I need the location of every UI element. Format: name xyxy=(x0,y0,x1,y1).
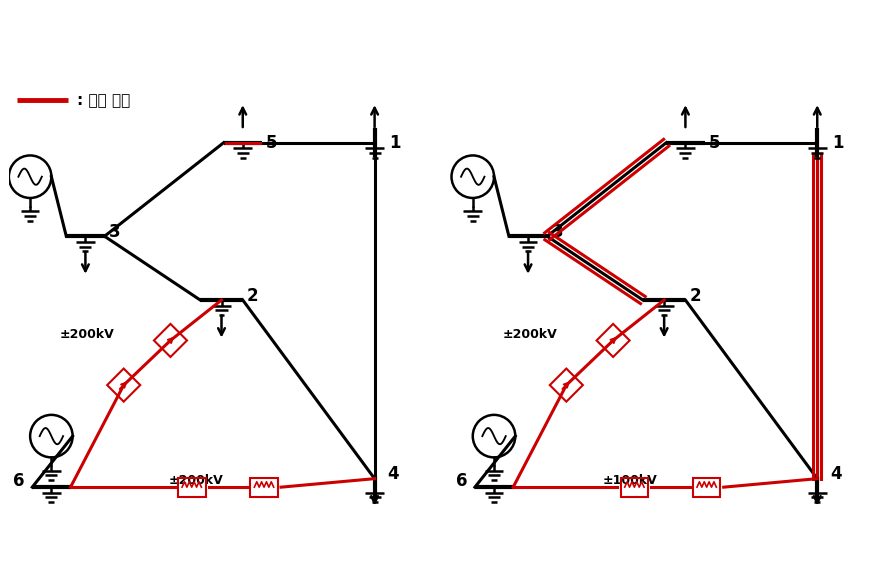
Text: 1: 1 xyxy=(832,134,843,152)
Text: 4: 4 xyxy=(387,466,399,484)
Text: : 신규 선로: : 신규 선로 xyxy=(77,93,130,108)
Text: ±100kV: ±100kV xyxy=(602,474,657,488)
Text: ±200kV: ±200kV xyxy=(168,474,223,488)
Text: 5: 5 xyxy=(709,134,720,152)
Text: 4: 4 xyxy=(830,466,842,484)
Text: 6: 6 xyxy=(13,472,25,490)
Text: 1: 1 xyxy=(390,134,401,152)
Text: ±200kV: ±200kV xyxy=(502,328,557,340)
Text: 3: 3 xyxy=(551,223,563,241)
Text: 6: 6 xyxy=(455,472,467,490)
Text: 2: 2 xyxy=(247,287,259,305)
Text: 3: 3 xyxy=(109,223,120,241)
Text: ±200kV: ±200kV xyxy=(60,328,114,340)
Text: 5: 5 xyxy=(266,134,277,152)
Text: 2: 2 xyxy=(689,287,702,305)
